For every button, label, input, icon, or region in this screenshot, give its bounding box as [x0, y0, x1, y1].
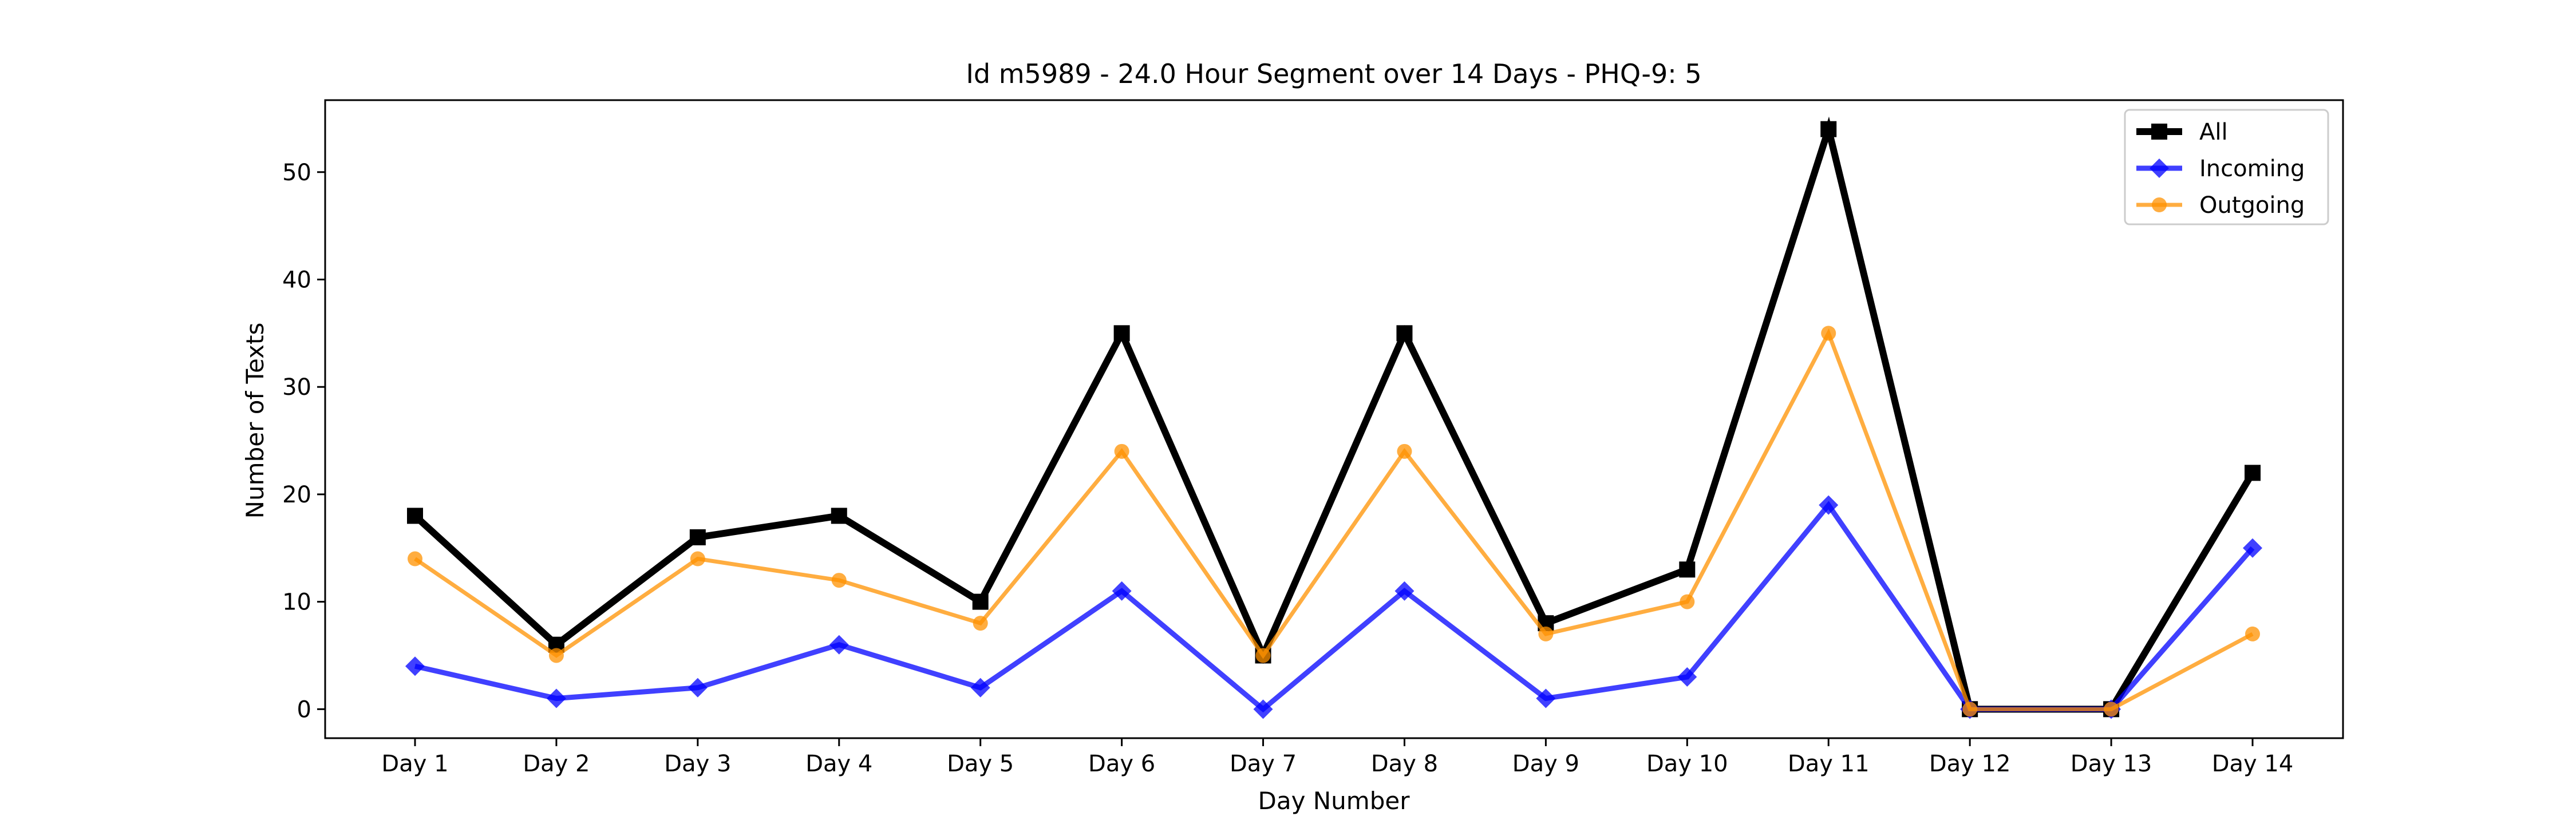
data-point-incoming	[1394, 581, 1415, 601]
data-point-all	[1113, 325, 1130, 342]
data-point-all	[2245, 465, 2261, 481]
legend-box	[2124, 109, 2329, 225]
data-point-all	[972, 593, 989, 610]
legend-label-outgoing: Outgoing	[2199, 192, 2305, 219]
series-line-incoming	[414, 501, 2255, 713]
chart-title: Id m5989 - 24.0 Hour Segment over 14 Day…	[966, 58, 1701, 89]
x-tick-label: Day 4	[805, 751, 872, 777]
data-point-all	[689, 529, 706, 545]
x-tick-label: Day 8	[1371, 751, 1438, 777]
data-point-incoming	[1536, 688, 1556, 708]
plot-frame	[324, 99, 2344, 739]
legend-marker-incoming	[2150, 159, 2169, 178]
y-tick-label: 10	[282, 589, 311, 616]
data-point-incoming	[546, 688, 566, 708]
data-point-outgoing	[1538, 626, 1554, 641]
x-tick-label: Day 6	[1088, 751, 1155, 777]
data-point-outgoing	[973, 616, 988, 631]
legend-label-all: All	[2199, 119, 2228, 145]
data-point-outgoing	[1680, 594, 1695, 609]
data-point-incoming	[1112, 581, 1132, 601]
x-tick-label: Day 2	[523, 751, 590, 777]
data-point-incoming	[970, 678, 990, 698]
data-point-incoming	[1677, 667, 1697, 687]
y-tick-label: 50	[282, 160, 311, 186]
data-point-outgoing	[690, 551, 705, 566]
plot-area: 0 10 20 30 40 50 Day 1 Day 2 Day 3 Day 4 Day 5 Day …	[282, 99, 2344, 777]
data-point-outgoing	[1397, 443, 1412, 459]
y-tick-label: 40	[282, 267, 311, 293]
data-point-outgoing	[2104, 702, 2119, 717]
x-axis-label: Day Number	[1258, 787, 1410, 815]
series-line-outgoing	[414, 328, 2254, 711]
data-point-incoming	[829, 635, 849, 655]
data-point-all	[1396, 325, 1413, 342]
legend-marker-all	[2151, 124, 2167, 140]
data-point-all	[407, 508, 423, 524]
x-tick-label: Day 10	[1646, 751, 1728, 777]
data-point-incoming	[405, 656, 425, 676]
legend-marker-outgoing	[2152, 197, 2167, 212]
y-tick-label: 20	[282, 482, 311, 508]
data-point-incoming	[2243, 538, 2262, 558]
y-tick-label: 30	[282, 374, 311, 401]
series-line-all	[412, 116, 2256, 713]
x-tick-label: Day 9	[1512, 751, 1579, 777]
data-point-outgoing	[548, 648, 564, 663]
x-tick-label: Day 1	[381, 751, 448, 777]
legend-label-incoming: Incoming	[2199, 156, 2305, 182]
x-tick-label: Day 7	[1230, 751, 1297, 777]
x-tick-label: Day 5	[947, 751, 1014, 777]
data-point-outgoing	[831, 573, 847, 588]
data-point-all	[1679, 561, 1696, 578]
data-point-outgoing	[1821, 326, 1836, 341]
x-tick-label: Day 14	[2212, 751, 2294, 777]
data-point-outgoing	[2245, 626, 2260, 641]
data-point-incoming	[1819, 495, 1839, 515]
data-point-incoming	[688, 678, 708, 698]
legend: All Incoming Outgoing	[2124, 109, 2329, 225]
x-tick-label: Day 11	[1788, 751, 1870, 777]
x-tick-label: Day 3	[664, 751, 731, 777]
data-point-outgoing	[1114, 443, 1129, 459]
x-tick-label: Day 12	[1929, 751, 2011, 777]
data-point-all	[831, 508, 847, 524]
y-tick-label: 0	[297, 696, 311, 723]
data-point-all	[1820, 121, 1837, 137]
data-point-outgoing	[1962, 702, 1978, 717]
data-point-incoming	[1253, 699, 1273, 719]
y-axis-label: Number of Texts	[241, 323, 269, 519]
data-point-outgoing	[408, 551, 422, 566]
data-point-outgoing	[1255, 648, 1271, 663]
x-tick-label: Day 13	[2071, 751, 2152, 777]
